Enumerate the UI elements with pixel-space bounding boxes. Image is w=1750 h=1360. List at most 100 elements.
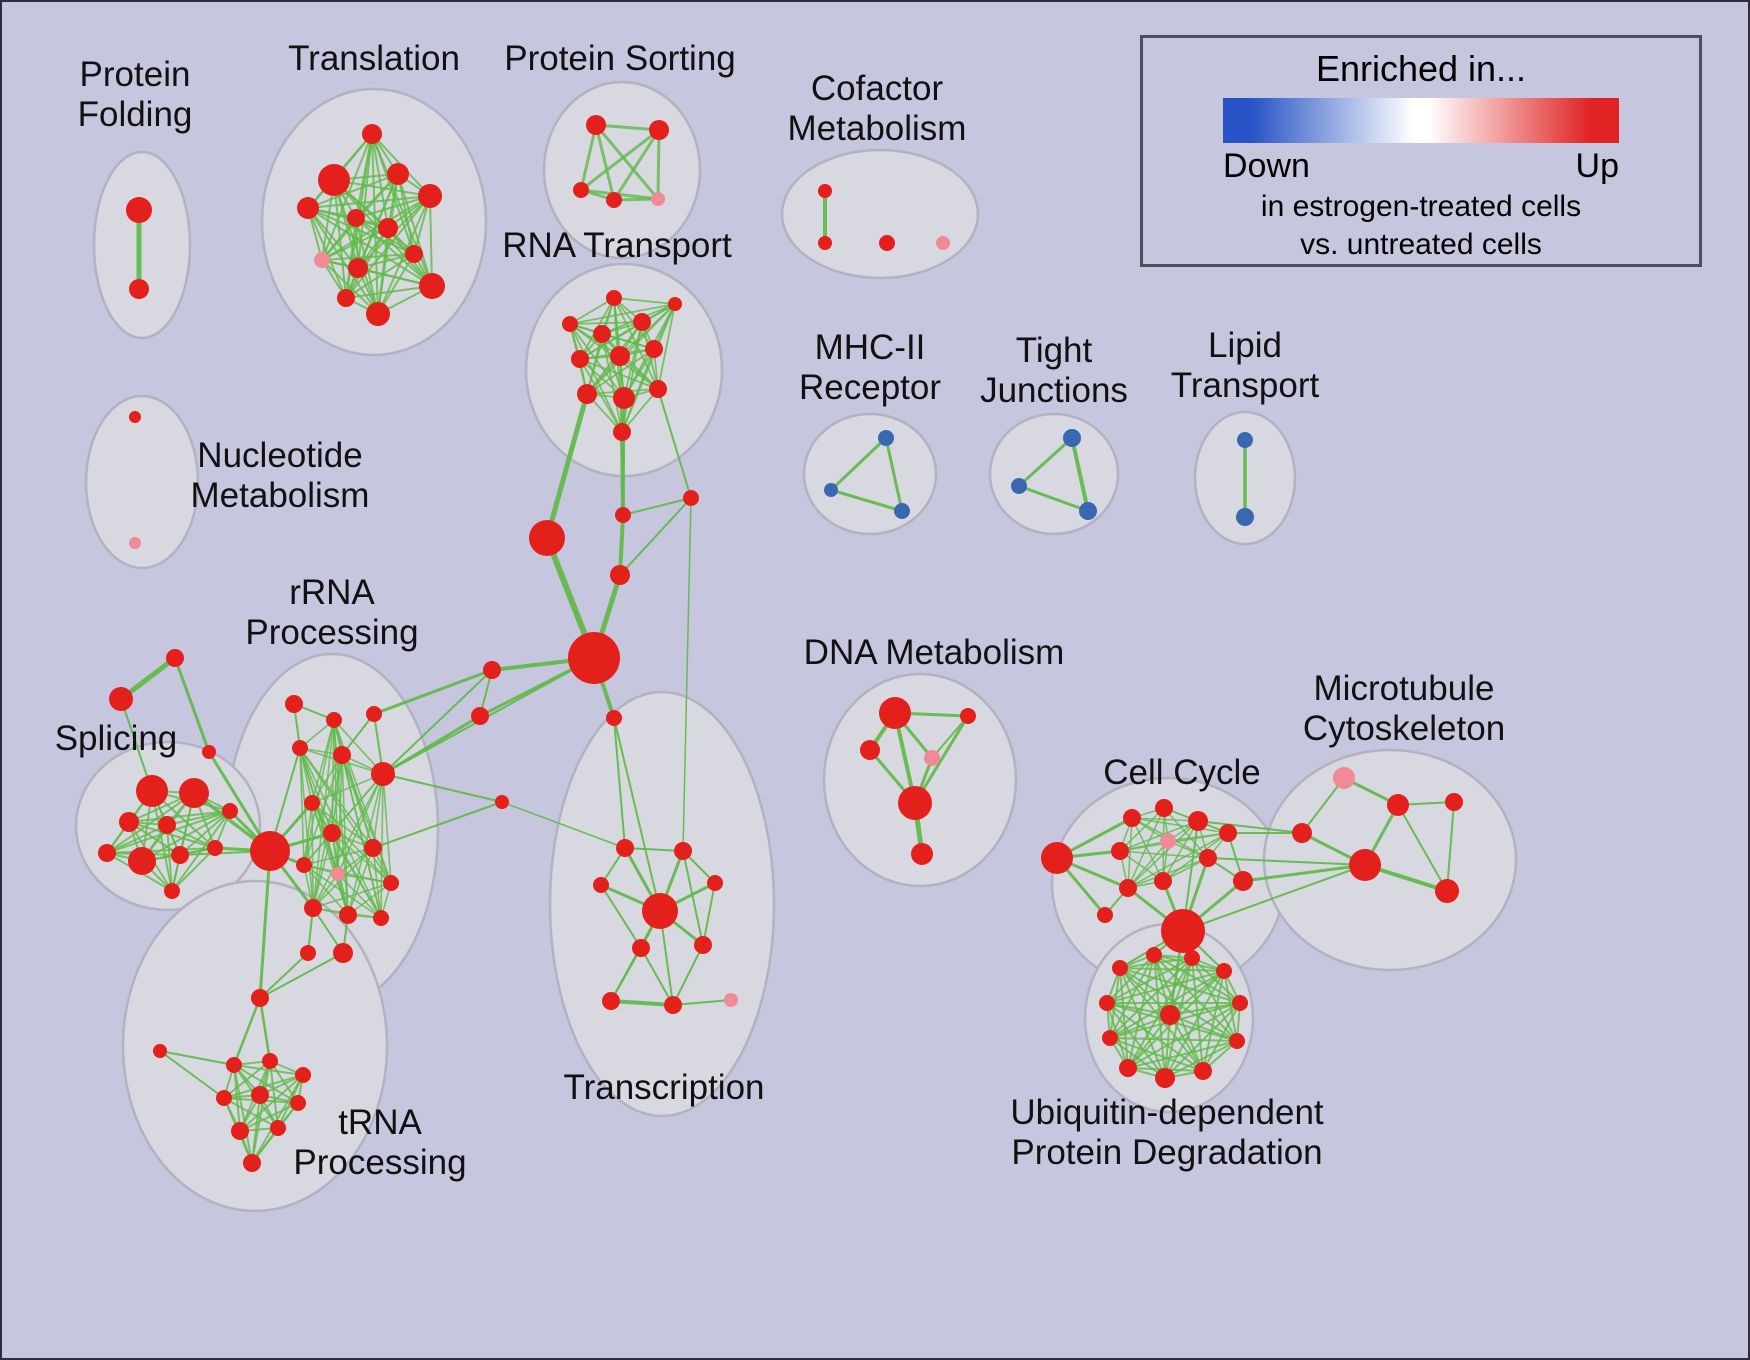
network-edge: [223, 1060, 271, 1099]
network-edge: [1070, 436, 1090, 513]
network-edge: [569, 323, 623, 433]
network-node-lp1: [1237, 432, 1253, 448]
network-node-sp1: [136, 775, 168, 807]
network-node-tx9: [602, 992, 620, 1010]
network-node-cc11: [1233, 871, 1253, 891]
network-edge: [1127, 1002, 1241, 1069]
network-edge: [601, 333, 623, 433]
cluster-label-microtubule-cytoskeleton: Cytoskeleton: [1303, 709, 1505, 748]
cluster-label-nucleotide-metabolism: Nucleotide: [197, 436, 362, 475]
network-edge: [377, 227, 389, 315]
cluster-label-splicing: Splicing: [55, 719, 178, 758]
network-node-u2: [1146, 947, 1162, 963]
network-edge: [1162, 820, 1199, 882]
cluster-ellipse-cofactor-metabolism: [780, 148, 980, 280]
network-edge: [312, 882, 392, 909]
network-edge: [357, 133, 373, 269]
network-edge: [307, 207, 433, 287]
network-node-rr4: [292, 740, 308, 756]
network-edge: [258, 996, 272, 1063]
network-edge: [1127, 857, 1209, 889]
network-node-tx5: [593, 877, 609, 893]
network-node-ps3: [573, 182, 589, 198]
network-node-sp2: [179, 778, 209, 808]
network-edge: [303, 847, 374, 866]
network-node-sp3: [119, 812, 139, 832]
network-edge: [341, 754, 392, 884]
cluster-label-cofactor-metabolism: Metabolism: [788, 109, 967, 148]
network-edge: [120, 698, 153, 792]
network-node-m3: [495, 795, 509, 809]
network-node-cc2: [1123, 809, 1141, 827]
network-node-rr14: [304, 899, 322, 917]
network-node-dm2: [960, 708, 976, 724]
cluster-label-microtubule-cytoskeleton: Microtubule: [1314, 669, 1495, 708]
network-edge: [311, 773, 384, 804]
network-edge: [1167, 832, 1229, 842]
cluster-label-cofactor-metabolism: Cofactor: [811, 69, 944, 108]
network-node-rt8: [645, 340, 663, 358]
network-edge: [1127, 817, 1133, 889]
network-edge: [682, 497, 692, 852]
legend-down-label: Down: [1223, 147, 1310, 185]
network-edge: [621, 396, 626, 517]
network-node-h3: [683, 490, 699, 506]
legend-subtitle: in estrogen-treated cells vs. untreated …: [1261, 188, 1581, 264]
network-node-cc5: [1219, 824, 1237, 842]
network-edge: [223, 1074, 304, 1099]
network-node-mh2: [824, 483, 838, 497]
network-node-tj1: [1063, 429, 1081, 447]
network-node-dm3: [860, 740, 880, 760]
network-node-cc12: [1161, 909, 1205, 953]
network-node-rt4: [633, 313, 651, 331]
network-node-tl7: [378, 218, 398, 238]
network-edge: [657, 303, 676, 390]
cluster-ellipse-microtubule-cytoskeleton: [1262, 748, 1518, 972]
cluster-ellipse-trna-processing: [121, 879, 389, 1213]
network-edge: [618, 513, 625, 577]
network-node-tl3: [297, 197, 319, 219]
legend-subtitle-line1: in estrogen-treated cells: [1260, 190, 1582, 223]
network-edge: [1164, 1040, 1238, 1079]
network-edge: [619, 497, 692, 576]
network-edge: [1169, 1014, 1204, 1072]
network-edge: [672, 944, 704, 1006]
network-edge: [345, 253, 415, 299]
network-edge: [1207, 857, 1366, 866]
network-node-u7: [1102, 1030, 1118, 1046]
network-edge: [579, 128, 661, 192]
network-node-trs: [153, 1044, 167, 1058]
network-node-rr8: [304, 795, 320, 811]
network-edge: [1397, 804, 1448, 892]
network-edge: [672, 999, 732, 1006]
network-edge: [1109, 1037, 1166, 1079]
network-edge: [173, 656, 211, 754]
network-node-sp9: [207, 840, 223, 856]
network-node-tl9: [348, 258, 368, 278]
network-edge: [337, 754, 343, 875]
cluster-label-lipid-transport: Transport: [1171, 366, 1320, 405]
network-node-u3: [1184, 950, 1200, 966]
network-edge: [1446, 801, 1455, 892]
network-edge: [621, 388, 659, 433]
network-edge: [141, 810, 231, 862]
network-edge: [372, 668, 494, 716]
network-node-mc4: [1349, 849, 1381, 881]
network-edge: [1301, 777, 1345, 834]
network-edge: [1182, 864, 1366, 932]
network-node-rt1: [606, 290, 622, 306]
network-node-pf2: [129, 279, 149, 299]
network-edge: [311, 754, 343, 804]
network-node-rr7: [250, 831, 290, 871]
network-edge: [321, 195, 431, 261]
cluster-ellipse-dna-metabolism: [822, 672, 1018, 888]
network-node-mc6: [1445, 793, 1463, 811]
network-edge: [829, 488, 904, 513]
network-node-tr1: [251, 989, 269, 1007]
cluster-label-protein-folding: Folding: [78, 95, 193, 134]
network-edge: [1109, 1014, 1171, 1039]
network-edge: [372, 773, 384, 849]
network-edge: [239, 1074, 304, 1132]
network-node-tj3: [1079, 502, 1097, 520]
cluster-label-rna-transport: RNA Transport: [502, 226, 732, 265]
